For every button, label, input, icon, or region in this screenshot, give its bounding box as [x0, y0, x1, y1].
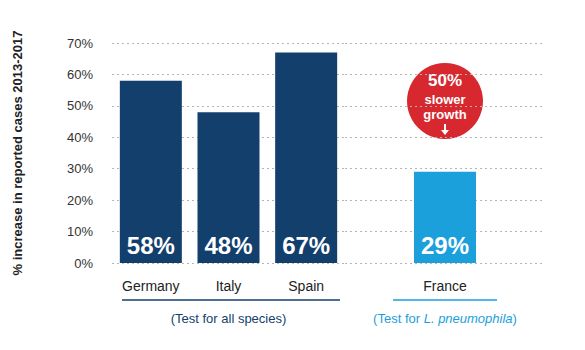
svg-text:slower: slower: [424, 92, 465, 107]
svg-text:L. pneumophila: L. pneumophila: [424, 311, 513, 326]
svg-text:58%: 58%: [127, 232, 175, 259]
svg-text:50%: 50%: [428, 71, 462, 90]
svg-text:50%: 50%: [67, 98, 93, 113]
svg-text:Italy: Italy: [216, 278, 242, 294]
svg-text:Germany: Germany: [122, 278, 180, 294]
svg-text:10%: 10%: [67, 224, 93, 239]
svg-text:Spain: Spain: [288, 278, 324, 294]
svg-text:48%: 48%: [204, 232, 252, 259]
svg-text:40%: 40%: [67, 130, 93, 145]
svg-text:): ): [513, 311, 517, 326]
svg-text:20%: 20%: [67, 193, 93, 208]
svg-text:(Test for: (Test for: [373, 311, 424, 326]
svg-text:29%: 29%: [421, 232, 469, 259]
svg-text:(Test for all species): (Test for all species): [171, 311, 287, 326]
svg-text:60%: 60%: [67, 67, 93, 82]
svg-text:30%: 30%: [67, 161, 93, 176]
svg-text:70%: 70%: [67, 36, 93, 51]
svg-text:France: France: [423, 278, 467, 294]
svg-text:growth: growth: [423, 107, 466, 122]
svg-text:% increase in reported cases 2: % increase in reported cases 2013-2017: [10, 31, 25, 276]
svg-text:67%: 67%: [282, 232, 330, 259]
svg-text:0%: 0%: [74, 256, 93, 271]
